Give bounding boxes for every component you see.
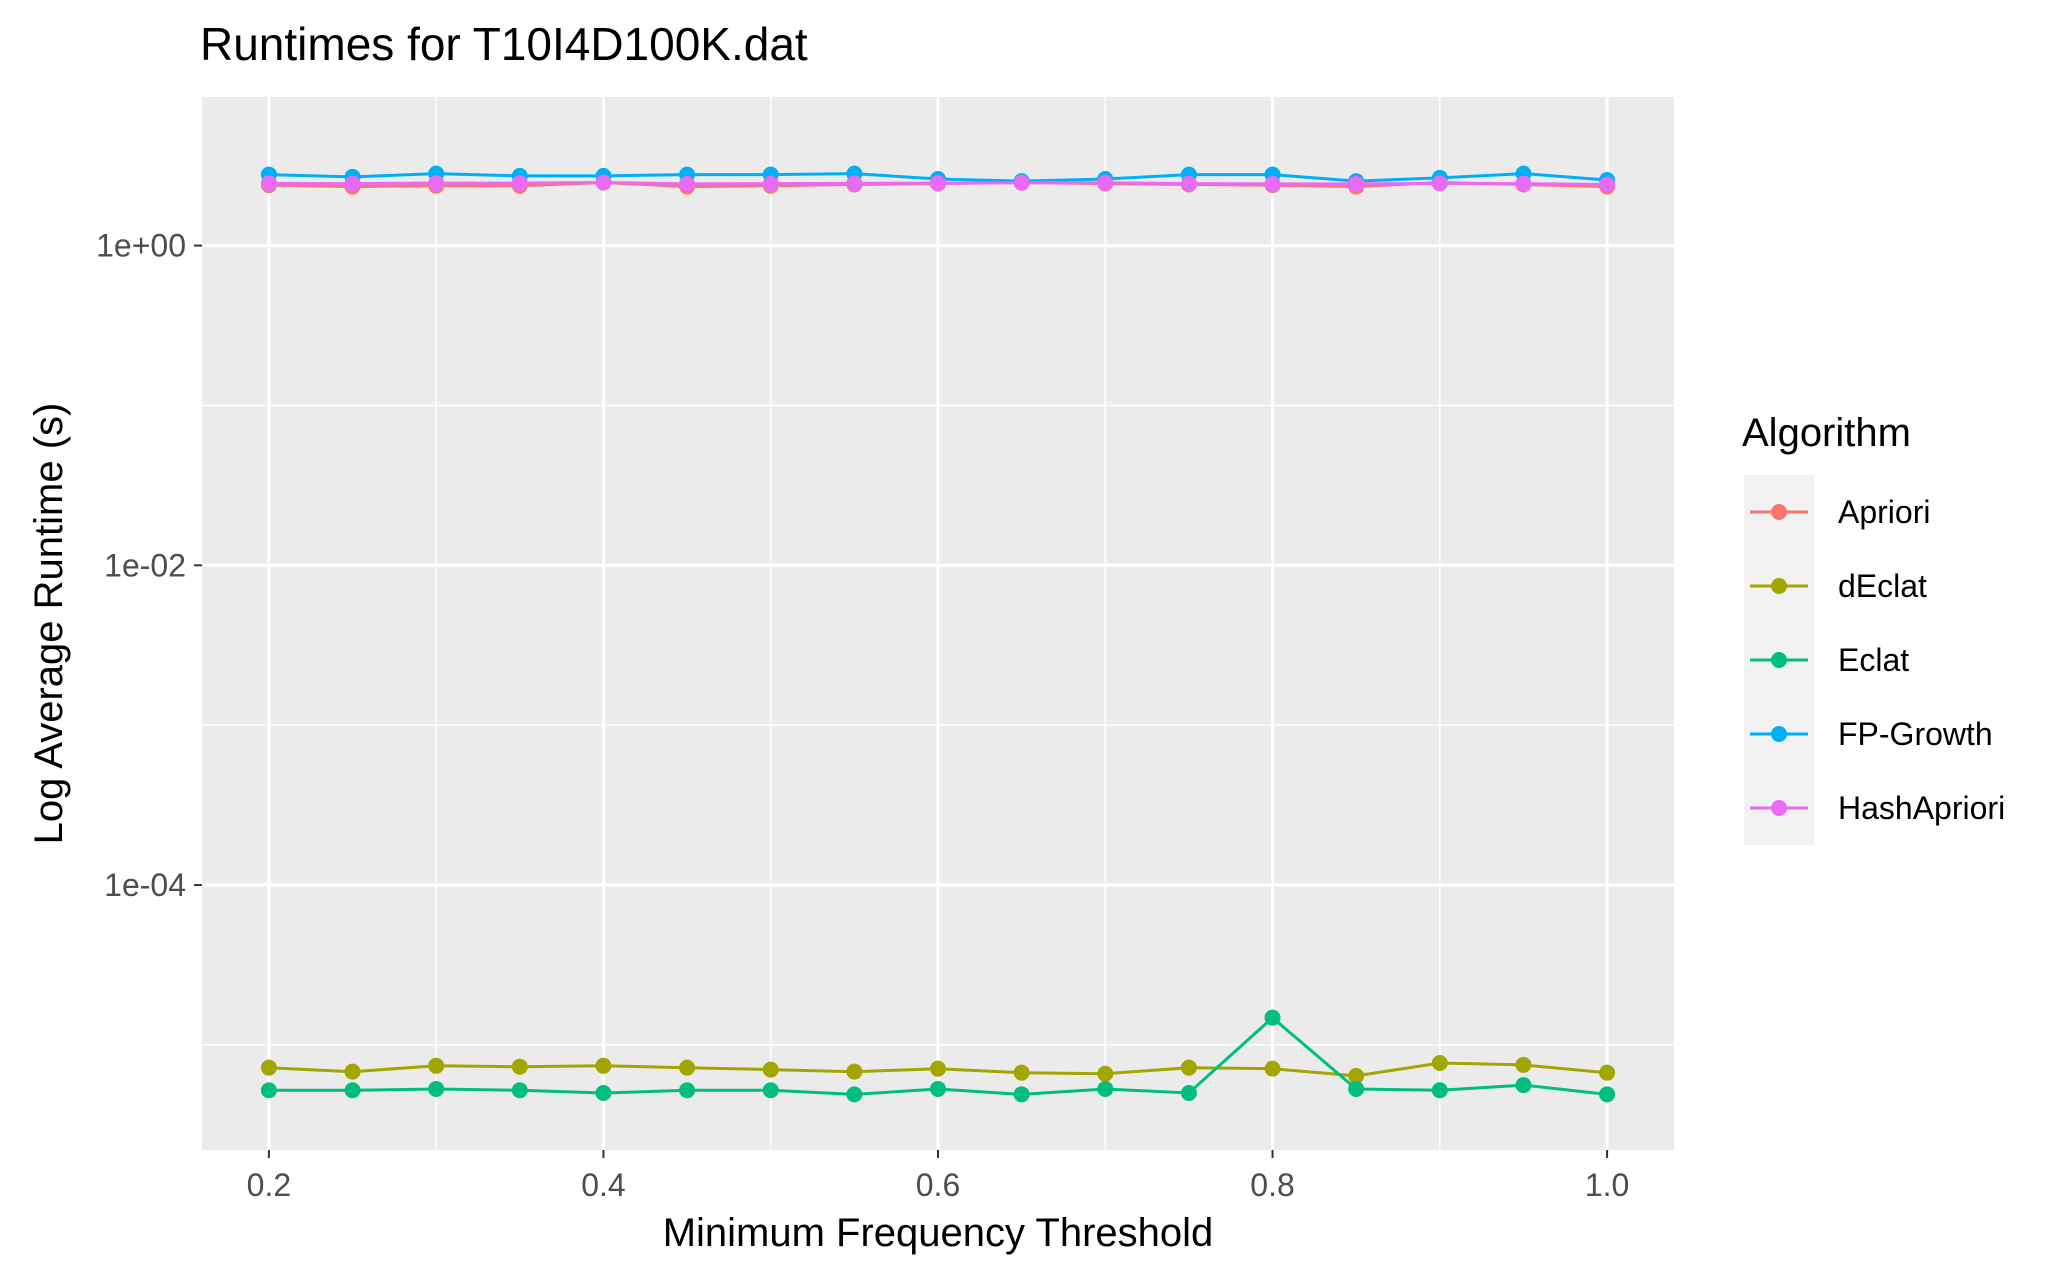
y-axis: 1e-04 1e-02 1e+00 xyxy=(96,228,202,903)
data-point xyxy=(1264,1060,1281,1077)
legend-label: FP-Growth xyxy=(1838,716,1993,752)
x-tick-label: 0.2 xyxy=(247,1167,291,1203)
data-point xyxy=(930,1060,946,1077)
data-point xyxy=(1097,1065,1114,1082)
data-point xyxy=(344,175,361,192)
data-point xyxy=(511,1082,528,1099)
legend-key-point xyxy=(1771,726,1787,742)
data-point xyxy=(1348,175,1365,192)
major-gridlines xyxy=(202,97,1674,1150)
x-tick-label: 0.4 xyxy=(581,1167,625,1203)
data-point xyxy=(930,1080,946,1097)
series-eclat xyxy=(260,1009,1616,1103)
series-hashapriori xyxy=(260,174,1616,193)
x-axis: 0.2 0.4 0.6 0.8 1.0 xyxy=(247,1150,1629,1203)
data-point xyxy=(1013,1086,1030,1103)
data-point xyxy=(1180,175,1197,192)
data-point xyxy=(1180,1085,1197,1102)
data-point xyxy=(846,1086,863,1103)
legend-item: Eclat xyxy=(1750,642,1909,678)
legend-item: HashApriori xyxy=(1750,790,2005,826)
legend-label: HashApriori xyxy=(1838,790,2005,826)
x-axis-title: Minimum Frequency Threshold xyxy=(663,1211,1214,1255)
legend-item: Apriori xyxy=(1750,494,1930,530)
legend-key-point xyxy=(1771,578,1787,594)
data-point xyxy=(1097,174,1114,191)
data-point xyxy=(260,1059,277,1076)
legend-key-point xyxy=(1771,800,1787,816)
data-point xyxy=(260,1082,277,1099)
data-point xyxy=(846,1063,863,1080)
data-point xyxy=(1431,175,1448,192)
data-point xyxy=(260,175,277,192)
data-point xyxy=(511,175,528,192)
data-point xyxy=(428,1057,445,1074)
data-point xyxy=(1515,1077,1532,1094)
data-point xyxy=(1097,1080,1114,1097)
data-point xyxy=(1348,1080,1365,1097)
legend-label: Eclat xyxy=(1838,642,1909,678)
data-point xyxy=(428,1080,445,1097)
data-point xyxy=(1013,1064,1030,1081)
data-point xyxy=(762,1061,779,1078)
chart-title: Runtimes for T10I4D100K.dat xyxy=(200,18,808,70)
data-point xyxy=(1431,1055,1448,1072)
data-point xyxy=(595,1057,612,1074)
data-point xyxy=(1013,174,1030,191)
x-tick-label: 0.6 xyxy=(916,1167,960,1203)
y-tick-label: 1e-04 xyxy=(104,867,186,903)
data-point xyxy=(679,1082,696,1099)
data-point xyxy=(679,175,696,192)
data-point xyxy=(595,174,612,191)
legend-label: dEclat xyxy=(1838,568,1927,604)
legend-title: Algorithm xyxy=(1742,411,1911,455)
data-point xyxy=(930,175,946,192)
data-point xyxy=(1599,1086,1616,1103)
legend-key-point xyxy=(1771,504,1787,520)
data-point xyxy=(1180,1059,1197,1076)
series-layer xyxy=(260,165,1616,1103)
data-point xyxy=(762,1082,779,1099)
y-axis-title: Log Average Runtime (s) xyxy=(27,403,71,845)
legend-item: FP-Growth xyxy=(1750,716,1993,752)
legend-key-point xyxy=(1771,652,1787,668)
legend-label: Apriori xyxy=(1838,494,1930,530)
legend: Algorithm Apriori dEclat Eclat FP-Growth Has… xyxy=(1742,411,2005,845)
y-tick-label: 1e-02 xyxy=(104,547,186,583)
data-point xyxy=(511,1058,528,1075)
data-point xyxy=(1431,1082,1448,1099)
x-tick-label: 1.0 xyxy=(1585,1167,1629,1203)
data-point xyxy=(846,175,863,192)
data-point xyxy=(1264,1009,1281,1026)
series-declat xyxy=(260,1055,1616,1084)
data-point xyxy=(1348,1067,1365,1084)
data-point xyxy=(595,1085,612,1102)
data-point xyxy=(1599,1064,1616,1081)
data-point xyxy=(428,175,445,192)
data-point xyxy=(1264,175,1281,192)
data-point xyxy=(1515,1056,1532,1073)
data-point xyxy=(679,1059,696,1076)
data-point xyxy=(1515,175,1532,192)
x-tick-label: 0.8 xyxy=(1250,1167,1294,1203)
data-point xyxy=(344,1082,361,1099)
data-point xyxy=(762,175,779,192)
legend-item: dEclat xyxy=(1750,568,1927,604)
data-point xyxy=(1599,176,1616,193)
data-point xyxy=(344,1063,361,1080)
y-tick-label: 1e+00 xyxy=(96,228,186,264)
